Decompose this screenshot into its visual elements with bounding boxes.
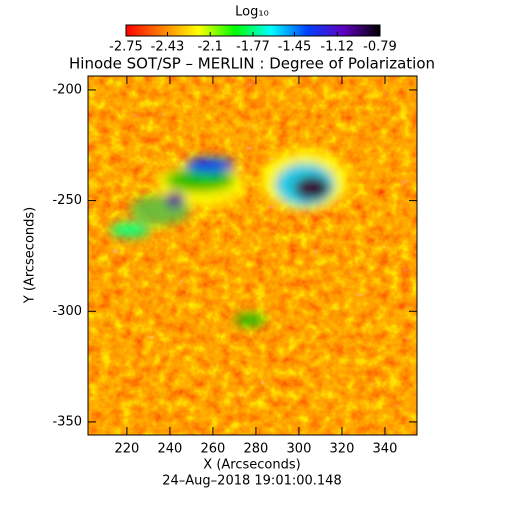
colorbar-tick-label: -2.43 [151,40,185,55]
colorbar-tick-label: -0.79 [363,40,397,55]
x-axis-label: X (Arcseconds) [203,458,300,473]
x-tick-label: 300 [287,442,312,457]
x-tick-label: 260 [201,442,226,457]
x-tick-label: 220 [115,442,140,457]
image [88,76,417,435]
x-tick-label: 320 [330,442,355,457]
colorbar-tick-label: -1.45 [278,40,312,55]
y-tick-label: -300 [52,304,82,319]
colorbar-label: Log₁₀ [235,5,269,20]
y-tick-label: -200 [52,82,82,97]
y-axis-label: Y (Arcseconds) [23,207,38,304]
colorbar-tick-label: -1.12 [320,40,354,55]
y-tick-label: -250 [52,193,82,208]
x-tick-label: 280 [244,442,269,457]
plot-frame [87,75,418,436]
chart-title: Hinode SOT/SP – MERLIN : Degree of Polar… [69,55,435,73]
x-tick-label: 340 [373,442,398,457]
colorbar-tick-label: -1.77 [236,40,270,55]
date-label: 24–Aug–2018 19:01:00.148 [162,474,341,489]
colorbar-tick-label: -2.75 [109,40,143,55]
x-tick-label: 240 [158,442,183,457]
y-tick-label: -350 [52,414,82,429]
colorbar-tick-label: -2.1 [198,40,223,55]
